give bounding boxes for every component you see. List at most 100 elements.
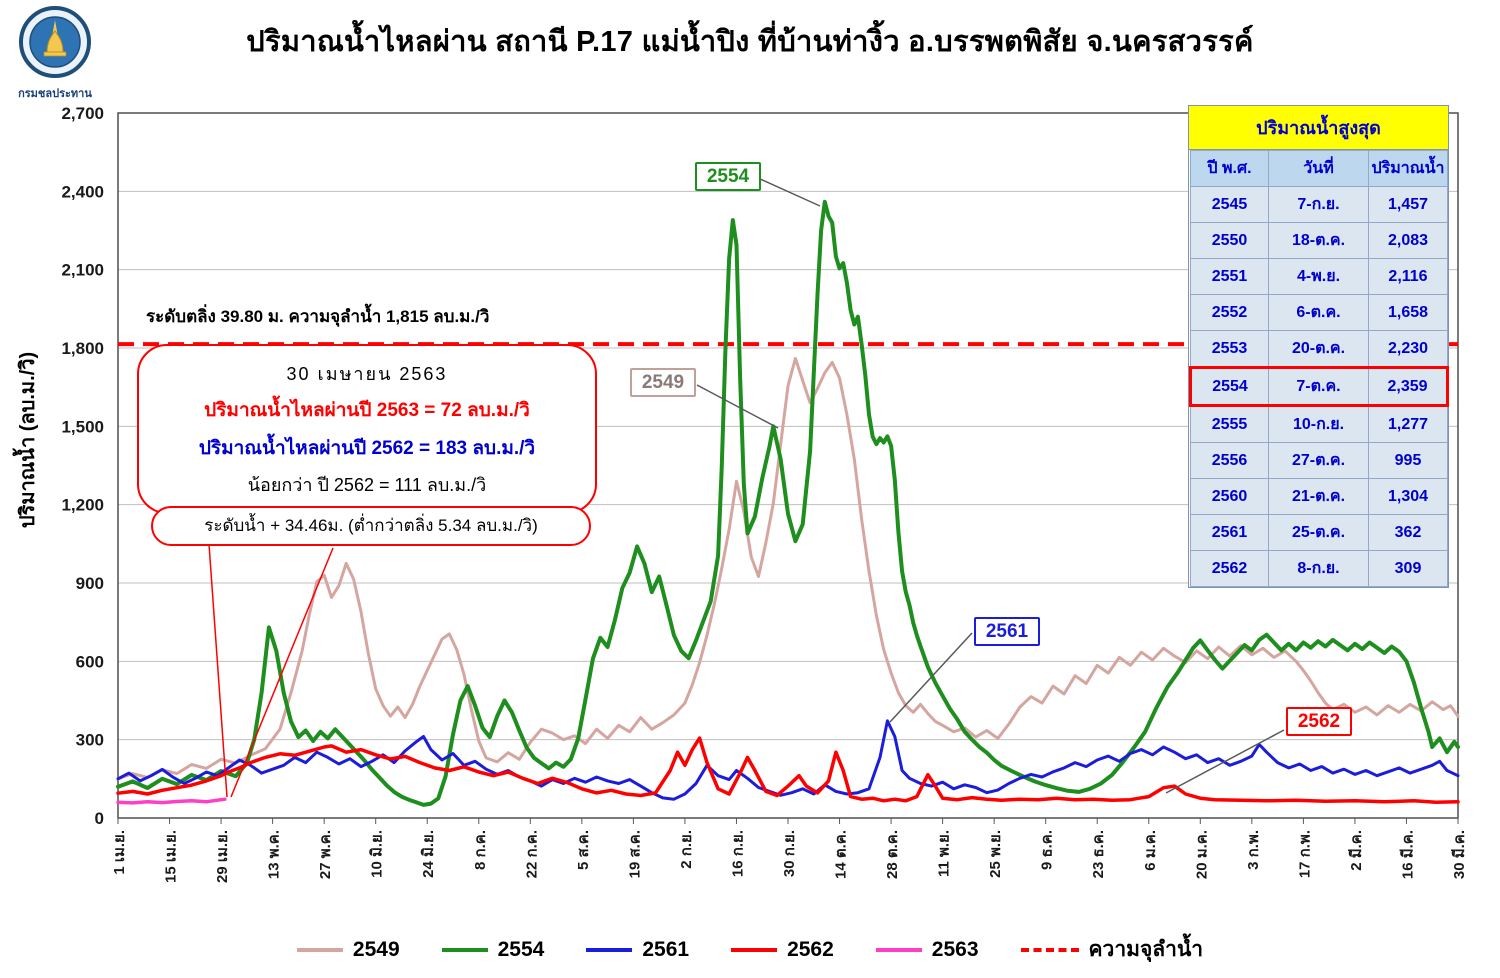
series-label-2549: 2549 [630, 368, 696, 397]
page-title: ปริมาณน้ำไหลผ่าน สถานี P.17 แม่น้ำปิง ที… [246, 26, 1254, 58]
series-line-2562 [116, 736, 1460, 805]
table-cell: 7-ต.ค. [1268, 366, 1369, 407]
x-axis-tick-label: 2 ก.ย. [678, 830, 695, 869]
max-flow-table-grid: ปี พ.ศ. วันที่ ปริมาณน้ำ 2545 7-ก.ย. 1,457 25… [1189, 150, 1449, 587]
legend-item: 2563 [875, 937, 979, 962]
legend-item: 2561 [586, 938, 689, 962]
table-cell: 2,230 [1368, 330, 1448, 368]
x-axis-tick-label: 9 ธ.ค. [1039, 830, 1056, 870]
table-cell: 362 [1368, 514, 1448, 551]
callout-tail-left [206, 515, 228, 798]
table-cell: 2550 [1190, 222, 1269, 259]
table-cell: 18-ต.ค. [1268, 222, 1369, 259]
table-row: 2560 21-ต.ค. 1,304 [1190, 478, 1448, 515]
x-axis-tick-label: 3 ก.พ. [1245, 830, 1262, 870]
table-column-header: ปริมาณน้ำ [1368, 150, 1448, 187]
table-row: 2545 7-ก.ย. 1,457 [1190, 186, 1448, 223]
callout-tail-right [230, 547, 334, 798]
table-header-row: ปี พ.ศ. วันที่ ปริมาณน้ำ [1190, 150, 1448, 187]
leader-2549 [696, 384, 779, 429]
department-logo-icon [19, 6, 91, 78]
legend-label: 2561 [642, 937, 690, 961]
legend-item: 2554 [441, 938, 544, 962]
y-axis-tick-label: 1,200 [61, 496, 104, 515]
legend-label: 2549 [352, 937, 400, 961]
leader-2554 [757, 177, 821, 207]
x-axis-tick-label: 27 พ.ค. [317, 830, 334, 879]
table-cell: 7-ก.ย. [1268, 186, 1369, 223]
x-axis-tick-label: 8 ก.ค. [472, 830, 489, 870]
y-axis-tick-label: 2,100 [61, 261, 104, 280]
x-axis-tick-label: 1 เม.ย. [111, 830, 128, 875]
table-cell: 2554 [1189, 366, 1269, 407]
callout-water-level: ระดับน้ำ + 34.46ม. (ต่ำกว่าตลิ่ง 5.34 ลบ… [151, 506, 591, 546]
legend-item: ความจุลำน้ำ [1020, 933, 1204, 966]
table-cell: 2556 [1190, 442, 1269, 479]
table-row: 2561 25-ต.ค. 362 [1190, 514, 1448, 551]
callout-date: 30 เมษายน 2563 [286, 364, 448, 385]
table-row: 2551 4-พ.ย. 2,116 [1190, 258, 1448, 295]
table-column-header: วันที่ [1268, 150, 1369, 187]
legend-swatch-icon [296, 947, 343, 952]
x-axis-tick-label: 16 ก.ย. [729, 830, 746, 877]
x-axis-tick-label: 10 มิ.ย. [368, 830, 386, 878]
table-cell: 2561 [1190, 514, 1269, 551]
x-axis-tick-label: 25 พ.ย. [987, 830, 1004, 878]
x-axis-tick-label: 17 ก.พ. [1296, 830, 1313, 878]
table-cell: 21-ต.ค. [1268, 478, 1369, 515]
table-cell: 1,304 [1368, 478, 1448, 515]
table-cell: 2,083 [1368, 222, 1448, 259]
table-cell: 6-ต.ค. [1268, 294, 1369, 331]
department-logo: กรมชลประทาน [12, 6, 98, 102]
legend-swatch-icon [1020, 947, 1079, 952]
legend-label: ความจุลำน้ำ [1088, 938, 1204, 961]
x-axis-tick-label: 15 เม.ย. [163, 830, 180, 883]
table-cell: 2552 [1190, 294, 1269, 331]
x-axis-tick-label: 5 ส.ค. [575, 830, 592, 870]
table-row: 2553 20-ต.ค. 2,230 [1190, 330, 1448, 368]
series-line-2563 [116, 797, 227, 805]
x-axis-tick-label: 6 ม.ค. [1142, 830, 1159, 871]
bank-capacity-label: ระดับตลิ่ง 39.80 ม. ความจุลำน้ำ 1,815 ลบ… [146, 307, 490, 326]
x-axis-tick-label: 30 ก.ย. [781, 830, 798, 877]
y-axis-tick-label: 900 [76, 574, 104, 593]
table-cell: 27-ต.ค. [1268, 442, 1369, 479]
table-cell: 2560 [1190, 478, 1269, 515]
table-row: 2555 10-ก.ย. 1,277 [1190, 405, 1448, 443]
x-axis-tick-label: 28 ต.ค. [884, 830, 901, 879]
table-row: 2550 18-ต.ค. 2,083 [1190, 222, 1448, 259]
table-cell: 1,277 [1368, 405, 1448, 443]
table-cell: 4-พ.ย. [1268, 258, 1369, 295]
logo-caption: กรมชลประทาน [18, 88, 92, 100]
table-cell: 995 [1368, 442, 1448, 479]
table-cell: 1,457 [1368, 186, 1448, 223]
y-axis-tick-label: 2,700 [61, 104, 104, 123]
series-line-2554 [116, 199, 1460, 807]
x-axis-tick-label: 11 พ.ย. [936, 830, 953, 877]
y-axis-tick-label: 1,500 [61, 417, 104, 436]
max-flow-table: ปริมาณน้ำสูงสุด ปี พ.ศ. วันที่ ปริมาณน้ำ 2… [1188, 105, 1449, 588]
table-cell: 2545 [1190, 186, 1269, 223]
table-cell: 2562 [1190, 550, 1269, 587]
table-cell: 2551 [1190, 258, 1269, 295]
table-cell: 10-ก.ย. [1268, 405, 1369, 443]
leader-2561 [889, 632, 973, 723]
table-row: 2552 6-ต.ค. 1,658 [1190, 294, 1448, 331]
table-row: 2556 27-ต.ค. 995 [1190, 442, 1448, 479]
y-axis-tick-label: 600 [76, 652, 104, 671]
legend-swatch-icon [441, 947, 488, 952]
max-flow-table-title: ปริมาณน้ำสูงสุด [1189, 106, 1448, 150]
y-axis-title: ปริมาณน้ำ (ลบ.ม./วิ) [12, 352, 39, 528]
x-axis-tick-label: 29 เม.ย. [214, 830, 231, 883]
callout-difference: น้อยกว่า ปี 2562 = 111 ลบ.ม./วิ [247, 474, 487, 495]
table-row: 2554 7-ต.ค. 2,359 [1189, 366, 1449, 407]
leader-2562 [1165, 729, 1285, 794]
table-cell: 2555 [1190, 405, 1269, 443]
series-label-2554: 2554 [695, 162, 761, 191]
legend-label: 2563 [931, 937, 979, 961]
y-axis-tick-label: 1,800 [61, 339, 104, 358]
x-axis-tick-label: 22 ก.ค. [523, 830, 540, 878]
series-label-2561: 2561 [974, 617, 1040, 646]
x-axis-tick-label: 13 พ.ค. [266, 830, 283, 879]
